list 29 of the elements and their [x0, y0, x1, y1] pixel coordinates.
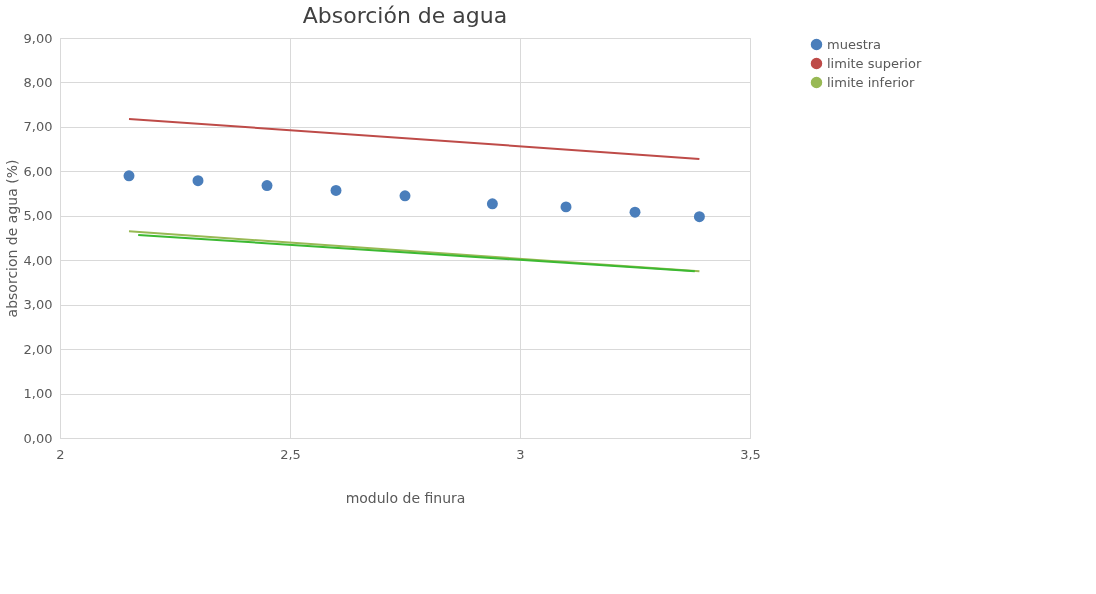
y-tick-label: 6,00 [23, 163, 53, 179]
point [399, 190, 411, 202]
x-tick-label: 2,5 [280, 446, 301, 462]
point [261, 180, 273, 192]
legend-label: limite superior [827, 55, 922, 71]
chart-title: Absorción de agua [302, 3, 508, 28]
x-tick-label: 3 [516, 446, 525, 462]
point [330, 184, 342, 196]
y-tick-label: 0,00 [23, 430, 53, 446]
legend-label: muestra [827, 36, 882, 52]
point [560, 201, 572, 213]
point [486, 198, 498, 210]
y-tick-label: 1,00 [23, 386, 53, 402]
point [192, 175, 204, 187]
y-axis-title: absorcion de agua (%) [3, 159, 20, 318]
y-tick-label: 4,00 [23, 252, 53, 268]
x-tick-label: 3,5 [740, 446, 761, 462]
y-tick-label: 8,00 [23, 74, 53, 90]
point [629, 206, 641, 218]
legend-label: limite inferior [827, 74, 916, 90]
x-tick-label: 2 [56, 446, 65, 462]
y-tick-label: 7,00 [23, 119, 53, 135]
point [123, 170, 135, 182]
x-axis-title: modulo de finura [345, 489, 466, 506]
y-tick-label: 9,00 [23, 30, 53, 46]
y-tick-label: 3,00 [23, 297, 53, 313]
y-tick-label: 5,00 [23, 208, 53, 224]
point [693, 211, 705, 223]
y-tick-label: 2,00 [23, 341, 53, 357]
